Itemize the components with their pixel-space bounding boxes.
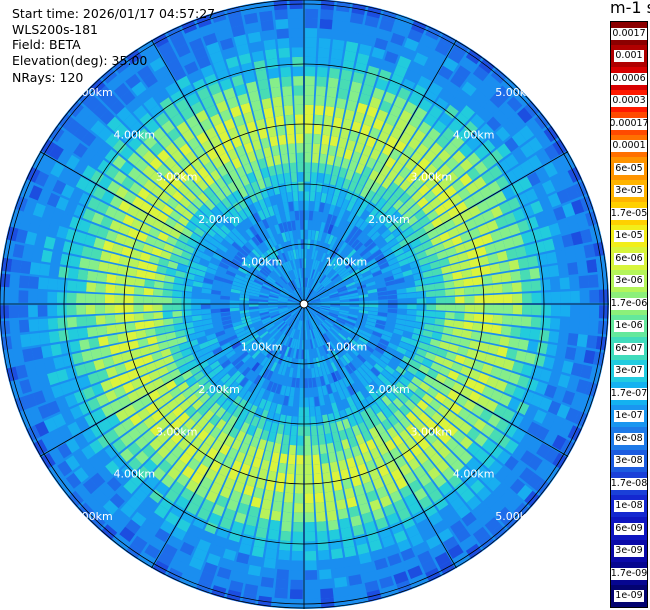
azimuth-line — [303, 39, 457, 305]
colorbar-bin: 3e-08 — [611, 449, 647, 473]
colorbar-bin: 6e-09 — [611, 517, 647, 540]
colorbar-tick-label: 3e-05 — [614, 185, 644, 197]
range-label: 3.00km — [156, 425, 198, 438]
colorbar-bin: 1e-06 — [611, 314, 647, 338]
colorbar-bin: 3e-06 — [611, 269, 647, 293]
azimuth-line — [151, 39, 305, 305]
backscatter-field — [0, 0, 609, 609]
colorbar-bin: 1.7e-06 — [611, 292, 647, 315]
range-label: 5.00km — [495, 86, 537, 99]
field-label: Field: BETA — [12, 37, 81, 52]
start-time-label: Start time: 2026/01/17 04:57:27 — [12, 6, 216, 21]
colorbar-bin: 0.0006 — [611, 67, 647, 90]
colorbar-tick-label: 3e-08 — [614, 455, 644, 467]
lidar-site-marker — [299, 299, 309, 309]
colorbar-bin: 1e-09 — [611, 584, 647, 607]
colorbar-bin: 1e-08 — [611, 494, 647, 518]
colorbar-tick-label: 0.0003 — [611, 95, 647, 107]
colorbar-bin: 1.7e-07 — [611, 382, 647, 405]
colorbar-tick-label: 1.7e-08 — [610, 477, 648, 490]
range-label: 2.00km — [368, 213, 410, 226]
colorbar-bin: 1e-05 — [611, 224, 647, 248]
colorbar-tick-label: 0.0006 — [611, 72, 647, 85]
elevation-label: Elevation(deg): 35.00 — [12, 53, 148, 68]
range-label: 1.00km — [326, 256, 368, 269]
range-label: 1.00km — [241, 340, 283, 353]
azimuth-line — [303, 303, 569, 457]
colorbar-bin: 6e-05 — [611, 157, 647, 180]
colorbar-tick-label: 3e-09 — [614, 545, 644, 557]
range-label: 3.00km — [411, 171, 453, 184]
colorbar-tick-label: 1.7e-05 — [610, 207, 648, 220]
colorbar-tick-label: 1e-09 — [614, 590, 644, 602]
azimuth-line — [151, 303, 305, 569]
range-labels: 1.00km 2.00km 3.00km 4.00km 5.00km 1.00km 2.00… — [71, 86, 537, 523]
colorbar-tick-label: 1e-06 — [614, 320, 644, 332]
range-label: 3.00km — [411, 425, 453, 438]
colorbar-bin: 1e-07 — [611, 404, 647, 428]
colorbar-unit-label: m-1 sr-1 — [610, 0, 650, 17]
range-label: 4.00km — [453, 128, 495, 141]
colorbar-bin: 3e-05 — [611, 179, 647, 203]
colorbar-tick-label: 3e-07 — [614, 365, 644, 377]
instrument-label: WLS200s-181 — [12, 22, 98, 37]
range-label: 3.00km — [156, 171, 198, 184]
colorbar-tick-label: 0.0017 — [611, 27, 647, 40]
azimuth-line — [39, 303, 305, 457]
range-label: 2.00km — [368, 383, 410, 396]
colorbar-tick-label: 1.7e-06 — [610, 297, 648, 310]
colorbar-bin: 0.0003 — [611, 89, 647, 113]
colorbar-tick-label: 6e-09 — [614, 522, 644, 535]
range-label: 2.00km — [198, 383, 240, 396]
azimuth-line — [303, 151, 569, 305]
colorbar-tick-label: 1e-08 — [614, 500, 644, 512]
range-label: 1.00km — [241, 256, 283, 269]
colorbar-tick-label: 3e-06 — [614, 275, 644, 287]
colorbar-bin: 1.7e-05 — [611, 202, 647, 225]
colorbar-tick-label: 0.00017 — [610, 117, 648, 130]
colorbar-tick-label: 1e-05 — [614, 230, 644, 242]
colorbar-bin: 0.0001 — [611, 134, 647, 158]
range-label: 4.00km — [453, 468, 495, 481]
range-label: 5.00km — [71, 86, 113, 99]
colorbar-bin: 0.0017 — [611, 22, 647, 45]
colorbar-tick-label: 0.001 — [614, 50, 644, 62]
range-label: 5.00km — [495, 510, 537, 523]
colorbar-tick-label: 1.7e-09 — [610, 567, 648, 580]
range-label: 2.00km — [198, 213, 240, 226]
colorbar-tick-label: 1.7e-07 — [610, 387, 648, 400]
colorbar-tick-label: 6e-05 — [614, 162, 644, 175]
azimuth-lines — [0, 0, 609, 609]
colorbar-tick-label: 1e-07 — [614, 410, 644, 422]
azimuth-line — [303, 303, 457, 569]
colorbar-bin: 0.001 — [611, 44, 647, 68]
colorbar-tick-label: 6e-07 — [614, 342, 644, 355]
colorbar-bin: 0.00017 — [611, 112, 647, 135]
colorbar-tick-label: 6e-08 — [614, 432, 644, 445]
range-label: 5.00km — [71, 510, 113, 523]
colorbar-bin: 3e-07 — [611, 359, 647, 383]
colorbar-bin: 1.7e-08 — [611, 472, 647, 495]
colorbar-bin: 1.7e-09 — [611, 562, 647, 585]
range-label: 4.00km — [114, 128, 156, 141]
nrays-label: NRays: 120 — [12, 70, 84, 85]
colorbar-bin: 6e-06 — [611, 247, 647, 270]
colorbar-bin: 6e-08 — [611, 427, 647, 450]
colorbar-tick-label: 0.0001 — [611, 140, 647, 152]
range-label: 1.00km — [326, 340, 368, 353]
colorbar: 0.0017 0.001 0.0006 0.0003 0.00017 0.0001 6e-0… — [610, 21, 648, 608]
colorbar-tick-label: 6e-06 — [614, 252, 644, 265]
colorbar-bin: 6e-07 — [611, 337, 647, 360]
range-label: 4.00km — [114, 468, 156, 481]
azimuth-line — [39, 151, 305, 305]
colorbar-bin: 3e-09 — [611, 539, 647, 563]
